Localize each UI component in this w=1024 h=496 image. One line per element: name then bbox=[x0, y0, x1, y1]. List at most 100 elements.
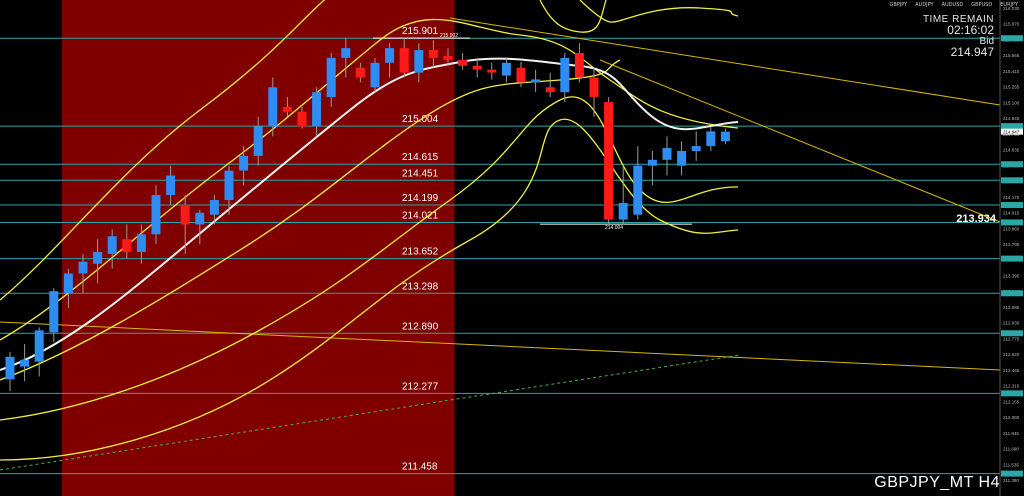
chart-symbol-title: GBPJPY_MT H4 bbox=[874, 474, 1000, 491]
candle-body bbox=[195, 212, 205, 225]
candle-body bbox=[647, 159, 657, 166]
price-tick-label: 213.395 bbox=[1003, 273, 1020, 278]
price-tick-label: 213.705 bbox=[1003, 242, 1020, 247]
candle-body bbox=[180, 204, 190, 225]
price-tick-label: 214.170 bbox=[1003, 195, 1020, 200]
candle-body bbox=[49, 291, 59, 333]
price-axis-level-tag bbox=[1001, 255, 1023, 262]
price-axis-level-tag bbox=[1001, 123, 1023, 130]
candle-body bbox=[385, 48, 395, 63]
candle-body bbox=[604, 102, 614, 220]
price-tick-label: 212.620 bbox=[1003, 352, 1020, 357]
candle-body bbox=[122, 239, 132, 252]
price-tick-label: 212.310 bbox=[1003, 384, 1020, 389]
candle-body bbox=[34, 330, 44, 362]
time-remain-value: 02:16:02 bbox=[947, 23, 994, 37]
price-axis-level-tag bbox=[1001, 177, 1023, 184]
candle-body bbox=[151, 195, 161, 235]
symbol-tab[interactable]: GBPUSD bbox=[971, 2, 993, 8]
bid-value: 214.947 bbox=[950, 45, 994, 59]
info-panel: TIME REMAIN 02:16:02 Bid 214.947 bbox=[923, 14, 994, 58]
candle-body bbox=[691, 146, 701, 151]
price-axis-level-tag bbox=[1001, 35, 1023, 42]
candle-body bbox=[545, 87, 555, 93]
bollinger-band bbox=[0, 118, 739, 461]
moving-average-line bbox=[0, 57, 739, 371]
candle-body bbox=[487, 69, 497, 73]
symbol-tab[interactable]: EURJPY bbox=[1000, 2, 1018, 8]
candle-body bbox=[341, 48, 351, 58]
level-label: 211.458 bbox=[402, 462, 438, 473]
trendline-lower bbox=[0, 321, 1001, 371]
candle-body bbox=[5, 356, 15, 380]
highlight-zone bbox=[61, 0, 455, 496]
high-marker-label: 215.902 bbox=[440, 33, 458, 39]
bollinger-band bbox=[0, 0, 326, 301]
candle-body bbox=[326, 57, 336, 98]
price-axis-level-tag bbox=[1001, 219, 1023, 226]
price-tick-label: 212.775 bbox=[1003, 336, 1020, 341]
level-label: 214.199 bbox=[402, 193, 439, 204]
level-label: 215.901 bbox=[402, 26, 439, 37]
price-axis-background bbox=[1000, 0, 1024, 496]
symbol-tab[interactable]: GBPJPY bbox=[889, 2, 908, 8]
price-tick-label: 211.380 bbox=[1003, 478, 1019, 483]
candle-body bbox=[268, 87, 278, 127]
candle-body bbox=[706, 131, 716, 147]
trendline-price-label: 213.934 bbox=[956, 213, 997, 225]
price-tick-label: 211.690 bbox=[1003, 447, 1019, 452]
price-tick-label: 212.465 bbox=[1003, 368, 1020, 373]
trendline-dotted bbox=[0, 354, 741, 471]
candle-body bbox=[501, 62, 511, 76]
price-axis-level-tag bbox=[1001, 161, 1023, 168]
candle-body bbox=[531, 79, 541, 83]
price-tick-label: 215.255 bbox=[1003, 85, 1020, 90]
level-label: 214.451 bbox=[402, 168, 439, 179]
candle-body bbox=[297, 111, 307, 127]
price-tick-label: 215.565 bbox=[1003, 53, 1020, 58]
symbol-tab[interactable]: AUDJPY bbox=[915, 2, 934, 8]
candle-body bbox=[677, 151, 687, 166]
candle-body bbox=[370, 62, 380, 88]
level-label: 213.652 bbox=[402, 247, 439, 258]
price-tick-label: 216.030 bbox=[1003, 6, 1020, 11]
price-tick-label: 211.535 bbox=[1003, 462, 1019, 467]
trendline-steep bbox=[599, 59, 1001, 223]
candle-body bbox=[633, 165, 643, 215]
candle-body bbox=[618, 202, 628, 220]
price-axis-level-tag bbox=[1001, 290, 1023, 297]
candle-body bbox=[166, 175, 176, 196]
price-axis-bid-label: 214.947 bbox=[1003, 130, 1020, 135]
candle-body bbox=[574, 53, 584, 78]
bollinger-band bbox=[0, 59, 621, 381]
price-tick-label: 215.875 bbox=[1003, 22, 1020, 27]
level-label: 214.021 bbox=[402, 210, 439, 221]
candle-body bbox=[414, 50, 424, 73]
level-label: 212.890 bbox=[402, 321, 439, 332]
symbol-tabs: GBPJPY AUDJPY AUDUSD GBPUSD EURJPY bbox=[889, 2, 1018, 8]
candle-body bbox=[472, 65, 482, 70]
candle-body bbox=[136, 234, 146, 252]
candle-body bbox=[253, 126, 263, 156]
candle-body bbox=[399, 48, 409, 73]
candle-body bbox=[63, 273, 73, 294]
bollinger-band bbox=[539, 0, 607, 33]
level-label: 212.277 bbox=[402, 381, 439, 392]
price-tick-label: 214.635 bbox=[1003, 148, 1020, 153]
candle-body bbox=[78, 261, 88, 274]
price-tick-label: 212.155 bbox=[1003, 399, 1020, 404]
price-axis-level-tag bbox=[1001, 390, 1023, 397]
candle-body bbox=[20, 359, 30, 367]
candle-body bbox=[428, 50, 438, 58]
candle-body bbox=[209, 200, 219, 215]
candle-body bbox=[239, 155, 249, 171]
price-tick-label: 211.845 bbox=[1003, 431, 1019, 436]
symbol-tab[interactable]: AUDUSD bbox=[941, 2, 964, 8]
candle-body bbox=[560, 57, 570, 93]
low-marker-label: 214.004 bbox=[605, 225, 623, 231]
price-tick-label: 214.945 bbox=[1003, 116, 1020, 121]
price-axis-level-tag bbox=[1001, 470, 1023, 477]
time-remain-label: TIME REMAIN bbox=[922, 14, 994, 25]
price-axis-level-tag bbox=[1001, 201, 1023, 208]
